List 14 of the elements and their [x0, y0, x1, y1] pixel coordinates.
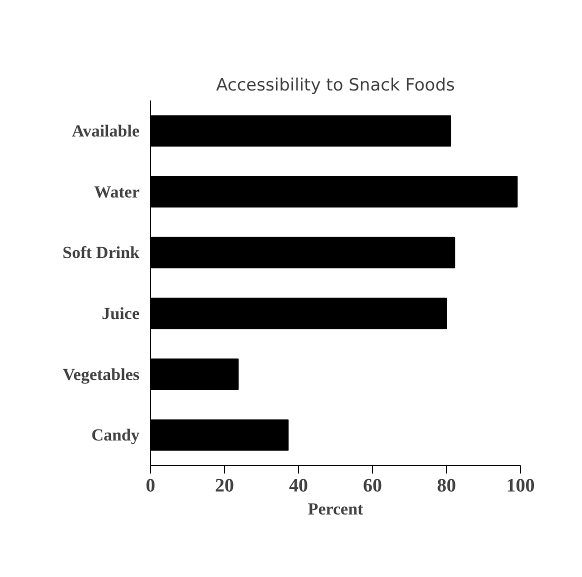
x-tick-label: 20: [215, 476, 234, 496]
x-tick-label: 100: [506, 476, 535, 496]
chart-title: Accessibility to Snack Foods: [216, 76, 455, 96]
x-tick-label: 80: [437, 476, 456, 496]
y-tick-label: Candy: [91, 426, 140, 445]
x-axis-title: Percent: [308, 500, 364, 518]
x-tick-label: 60: [363, 476, 382, 496]
y-tick-label: Vegetables: [62, 364, 140, 384]
y-tick-label: Water: [94, 182, 140, 202]
y-tick-label: Juice: [102, 304, 140, 323]
x-tick-label: 0: [146, 476, 156, 496]
y-tick-label: Available: [72, 121, 140, 140]
y-tick-label: Soft Drink: [62, 243, 140, 262]
x-tick-label: 40: [289, 476, 308, 496]
